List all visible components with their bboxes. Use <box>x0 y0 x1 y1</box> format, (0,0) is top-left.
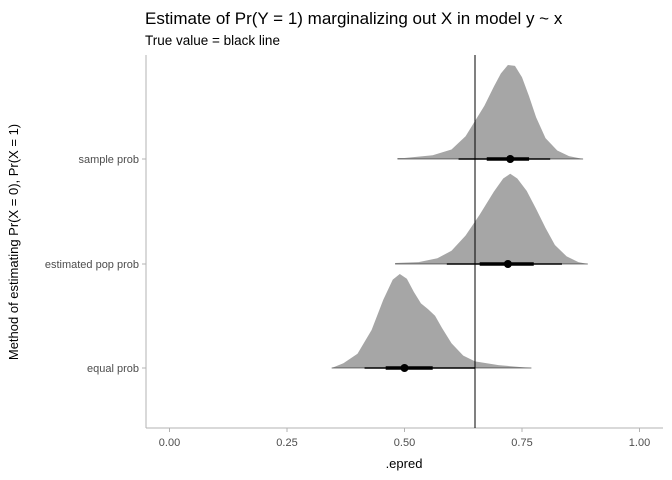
x-tick-label-1: 0.25 <box>276 437 297 449</box>
y-axis-title: Method of estimating Pr(X = 0), Pr(X = 1… <box>6 124 21 360</box>
y-tick-label-2: equal prob <box>87 363 139 375</box>
x-tick-label-2: 0.50 <box>394 437 415 449</box>
chart-title: Estimate of Pr(Y = 1) marginalizing out … <box>145 9 563 28</box>
density-1 <box>395 173 588 264</box>
intervals <box>331 155 588 372</box>
density-2 <box>331 273 532 368</box>
densities <box>331 64 588 368</box>
point-estimate-1 <box>503 260 512 268</box>
point-estimate-0 <box>506 155 515 163</box>
x-tick-label-4: 1.00 <box>629 437 650 449</box>
x-axis-title: .epred <box>386 456 423 471</box>
density-0 <box>397 64 584 159</box>
plot-panel <box>145 55 663 429</box>
y-tick-label-0: sample prob <box>78 154 139 166</box>
y-tick-label-1: estimated pop prob <box>45 259 139 271</box>
y-axis-ticks: sample prob estimated pop prob equal prob <box>45 154 146 375</box>
x-tick-label-3: 0.75 <box>511 437 532 449</box>
chart-subtitle: True value = black line <box>145 33 280 48</box>
point-estimate-2 <box>400 364 409 372</box>
x-axis-ticks: 0.00 0.25 0.50 0.75 1.00 <box>159 428 650 449</box>
x-tick-label-0: 0.00 <box>159 437 180 449</box>
